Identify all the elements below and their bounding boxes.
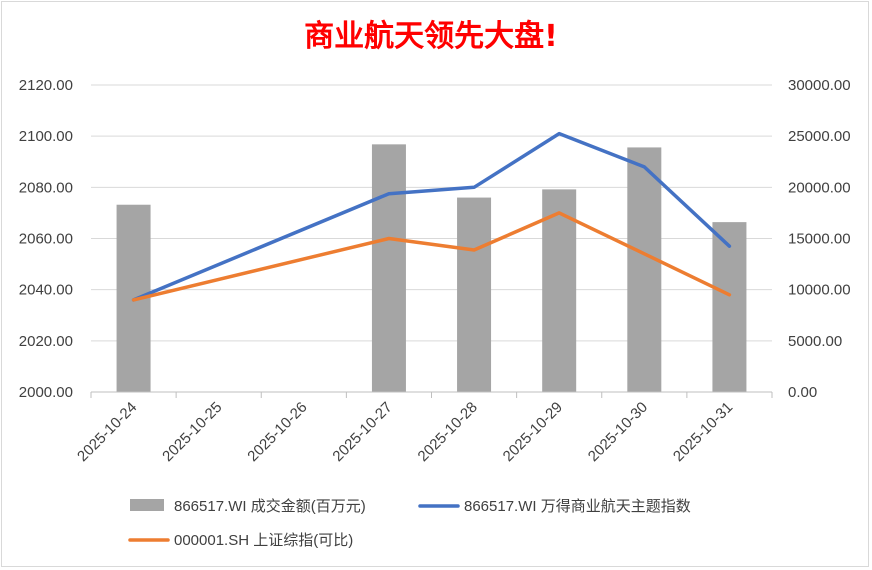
volume-bar — [542, 189, 577, 392]
legend-label: 866517.WI 万得商业航天主题指数 — [464, 498, 691, 515]
gridlines — [91, 84, 772, 393]
left-tick-label: 2080.00 — [19, 179, 73, 196]
left-tick-label: 2040.00 — [19, 282, 73, 299]
right-tick-label: 15000.00 — [788, 231, 851, 248]
index-line — [131, 131, 732, 302]
bar-series — [116, 144, 747, 392]
left-tick-label: 2020.00 — [19, 333, 73, 350]
right-tick-label: 5000.00 — [788, 333, 842, 350]
right-y-axis: 0.00 5000.00 10000.00 15000.00 20000.00 25000… — [788, 77, 851, 401]
x-tick-label: 2025-10-26 — [244, 399, 310, 465]
left-y-axis: 2000.00 2020.00 2040.00 2060.00 2080.00 2100.… — [19, 77, 73, 401]
x-tick-label: 2025-10-29 — [500, 399, 566, 465]
right-tick-label: 25000.00 — [788, 128, 851, 145]
left-tick-label: 2060.00 — [19, 231, 73, 248]
left-tick-label: 2120.00 — [19, 77, 73, 94]
right-tick-label: 10000.00 — [788, 282, 851, 299]
right-tick-label: 30000.00 — [788, 77, 851, 94]
legend-swatch-bar — [130, 499, 164, 511]
x-axis: 2025-10-24 2025-10-25 2025-10-26 2025-10-27… — [74, 391, 773, 465]
left-tick-label: 2000.00 — [19, 384, 73, 401]
volume-bar — [627, 147, 662, 392]
right-tick-label: 0.00 — [788, 384, 817, 401]
x-tick-label: 2025-10-25 — [159, 399, 225, 465]
x-tick-label: 2025-10-30 — [585, 399, 651, 465]
volume-bar — [457, 197, 492, 392]
volume-bar — [712, 222, 747, 392]
left-tick-label: 2100.00 — [19, 128, 73, 145]
x-tick-label: 2025-10-28 — [415, 399, 481, 465]
volume-bar — [371, 144, 406, 392]
right-tick-label: 20000.00 — [788, 179, 851, 196]
chart-title: 商业航天领先大盘! — [304, 19, 558, 54]
legend-label: 866517.WI 成交金额(百万元) — [174, 497, 366, 515]
line-series — [131, 131, 732, 302]
x-tick-label: 2025-10-27 — [329, 399, 395, 465]
legend: 866517.WI 成交金额(百万元) 866517.WI 万得商业航天主题指数 0… — [128, 497, 691, 549]
x-tick-label: 2025-10-31 — [670, 399, 736, 465]
x-tick-label: 2025-10-24 — [74, 399, 140, 465]
legend-label: 000001.SH 上证综指(可比) — [174, 532, 353, 549]
composite-line — [131, 211, 732, 302]
